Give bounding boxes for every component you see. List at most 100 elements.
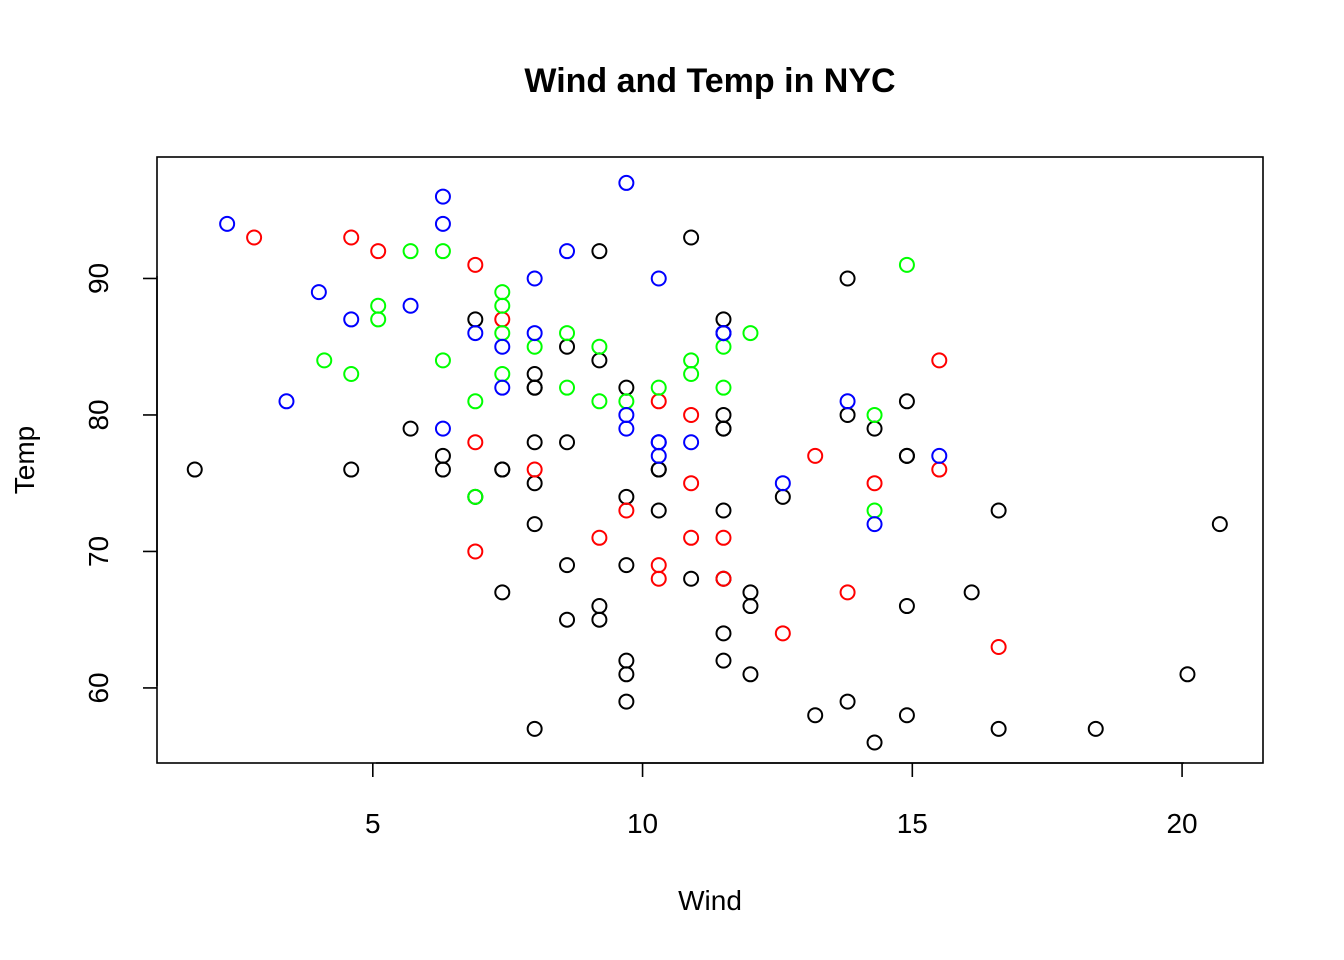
data-point (618, 502, 635, 519)
data-point (559, 557, 576, 574)
data-point (715, 529, 732, 546)
data-point (343, 229, 360, 246)
data-point (839, 584, 856, 601)
data-point (742, 584, 759, 601)
data-point (931, 461, 948, 478)
data-point (559, 338, 576, 355)
data-point (898, 707, 915, 724)
data-point (526, 379, 543, 396)
data-point (650, 434, 667, 451)
data-point (618, 693, 635, 710)
data-point (715, 406, 732, 423)
data-point (618, 406, 635, 423)
data-point (683, 229, 700, 246)
data-point (559, 379, 576, 396)
data-point (866, 406, 883, 423)
x-axis-label: Wind (678, 885, 742, 916)
data-point (526, 516, 543, 533)
data-point (618, 174, 635, 191)
data-point (866, 516, 883, 533)
x-axis: 5 10 15 20 (365, 762, 1198, 839)
data-point (434, 420, 451, 437)
data-point (526, 461, 543, 478)
data-point (494, 584, 511, 601)
data-point (591, 598, 608, 615)
data-point (278, 393, 295, 410)
data-point (467, 325, 484, 342)
data-point (494, 338, 511, 355)
data-point (591, 338, 608, 355)
data-point (559, 434, 576, 451)
data-point (650, 393, 667, 410)
data-point (650, 570, 667, 587)
data-point (650, 270, 667, 287)
data-point (467, 488, 484, 505)
y-tick-label: 80 (83, 399, 114, 430)
data-point (618, 420, 635, 437)
data-point (990, 720, 1007, 737)
x-tick-label: 20 (1166, 808, 1197, 839)
data-point (990, 638, 1007, 655)
data-point (402, 243, 419, 260)
data-point (650, 461, 667, 478)
data-point (526, 338, 543, 355)
y-tick-label: 90 (83, 263, 114, 294)
data-point (370, 311, 387, 328)
data-point (370, 297, 387, 314)
data-point (683, 529, 700, 546)
data-point (494, 379, 511, 396)
data-point (807, 707, 824, 724)
data-point (839, 693, 856, 710)
data-point (1087, 720, 1104, 737)
y-axis: 60 70 80 90 (83, 263, 158, 704)
data-point (715, 570, 732, 587)
data-point (246, 229, 263, 246)
data-point (494, 297, 511, 314)
data-point (370, 243, 387, 260)
data-point (402, 420, 419, 437)
data-point (715, 379, 732, 396)
data-point (650, 557, 667, 574)
data-point (467, 311, 484, 328)
data-point (434, 352, 451, 369)
data-point (618, 652, 635, 669)
data-point (343, 366, 360, 383)
plot-frame (156, 156, 1264, 764)
data-point (591, 243, 608, 260)
data-point (650, 447, 667, 464)
x-tick-label: 5 (365, 808, 381, 839)
data-point (742, 325, 759, 342)
data-point (650, 502, 667, 519)
data-point (774, 625, 791, 642)
data-point (526, 270, 543, 287)
data-point (494, 284, 511, 301)
data-point (526, 720, 543, 737)
data-point (526, 475, 543, 492)
data-point (742, 666, 759, 683)
data-point (1179, 666, 1196, 683)
data-point (715, 502, 732, 519)
data-point (494, 311, 511, 328)
data-point (866, 420, 883, 437)
data-point (618, 379, 635, 396)
data-point (559, 243, 576, 260)
data-point (683, 475, 700, 492)
x-tick-label: 15 (897, 808, 928, 839)
data-point (774, 488, 791, 505)
data-point (683, 570, 700, 587)
data-point (715, 625, 732, 642)
data-point (467, 434, 484, 451)
data-point (898, 393, 915, 410)
data-point (434, 243, 451, 260)
data-point (343, 311, 360, 328)
data-point (526, 325, 543, 342)
data-point (402, 297, 419, 314)
data-point (434, 215, 451, 232)
data-point (559, 611, 576, 628)
data-point (774, 475, 791, 492)
data-point (467, 393, 484, 410)
data-point (467, 256, 484, 273)
data-point (839, 393, 856, 410)
chart-title: Wind and Temp in NYC (524, 62, 895, 100)
data-point (310, 284, 327, 301)
